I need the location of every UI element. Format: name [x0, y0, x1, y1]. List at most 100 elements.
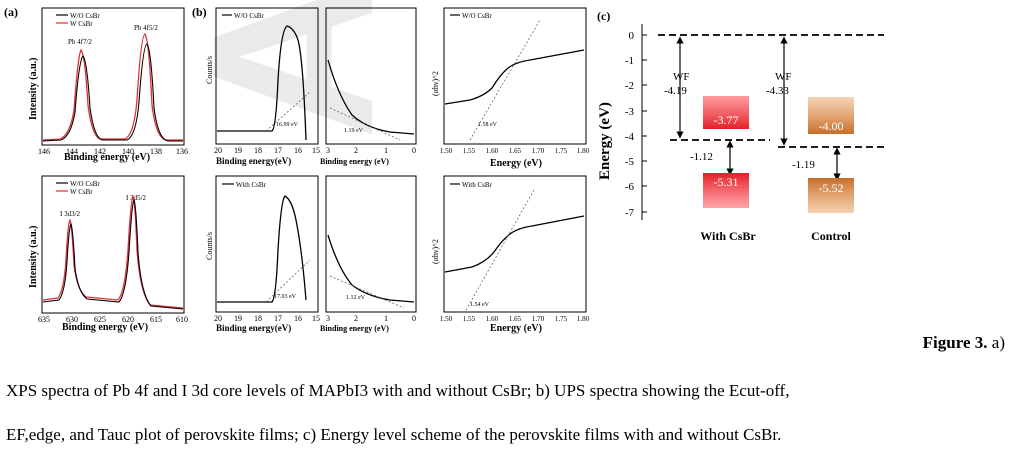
control-vb-bar	[808, 178, 854, 213]
control-gap-value: -1.19	[792, 159, 815, 171]
b-bottom-cutoff-plot: Counts/s With CsBr 17.03 eV 20 19 18 17 …	[205, 175, 320, 333]
b-bottom-tauc-xlabel: Energy (eV)	[490, 323, 542, 334]
c-ylabel: Energy (eV)	[597, 102, 613, 180]
a-top-peak-2: Pb 4f5/2	[134, 24, 158, 32]
a-top-legend-2: W CsBr	[70, 20, 93, 28]
caption-lead: a)	[987, 333, 1005, 352]
a-top-xtick: 136	[176, 147, 188, 156]
c-ytick: -5	[625, 156, 635, 168]
b-top-cutoff-xticks: 20 19 18 17 16 15	[214, 146, 320, 155]
a-bottom-xlabel: Binding energy (eV)	[62, 322, 148, 333]
c-ytick: -6	[625, 181, 635, 193]
b-top-cutoff-annot: 16.99 eV	[276, 122, 299, 128]
b-bottom-edge-xtick: 1	[384, 314, 388, 323]
b-top-edge-xtick: 0	[412, 146, 416, 155]
b-bottom-tauc-ylabel: (αhν)^2	[431, 239, 440, 264]
c-ytick: -4	[625, 131, 635, 143]
b-bottom-tauc-plot: (αhν)^2 With CsBr 1.54 eV 1.50 1.55 1.60…	[431, 175, 590, 334]
b-top-tauc-xtick: 1.80	[577, 147, 590, 155]
a-bottom-legend-1: W/O CsBr	[70, 180, 100, 188]
figure-3: (a) Intensity (a.u.) Binding energy (eV)…	[4, 5, 884, 334]
a-bottom-xtick: 620	[122, 315, 134, 324]
b-top-cutoff-xtick: 16	[294, 146, 302, 155]
b-bottom-edge-xlabel: Binding energy (eV)	[320, 324, 389, 333]
b-bottom-tauc-xticks: 1.50 1.55 1.60 1.65 1.70 1.75 1.80	[440, 315, 590, 323]
a-bottom-xtick: 610	[176, 315, 188, 324]
a-bottom-xticks: 635 630 625 620 615 610	[38, 315, 188, 324]
b-top-cutoff-xtick: 20	[214, 146, 222, 155]
b-bottom-tauc-xtick: 1.80	[577, 315, 590, 323]
a-top-xtick: 146	[38, 147, 50, 156]
b-top-cutoff-xtick: 19	[234, 146, 242, 155]
with-vb-bar	[703, 173, 749, 208]
a-bottom-peak-2: I 3d5/2	[126, 194, 147, 202]
b-top-cutoff-xlabel: Binding energy(eV)	[216, 156, 291, 166]
panel-a-bottom-plot: Intensity (a.u.) Binding energy (eV) 635…	[28, 175, 188, 333]
b-bottom-edge-xtick: 3	[326, 314, 330, 323]
panel-c-plot: Energy (eV) 0 -1 -2 -3 -4 -5 -6 -7 WF -4…	[597, 24, 884, 243]
control-wf-value: -4.33	[766, 85, 789, 97]
a-top-legend-1: W/O CsBr	[70, 12, 100, 20]
b-bottom-cutoff-xtick: 19	[234, 314, 242, 323]
with-cb-value: -3.77	[714, 113, 739, 127]
panel-b-label: (b)	[192, 5, 207, 19]
b-top-tauc-xlabel: Energy (eV)	[490, 158, 542, 169]
c-ytick: -1	[625, 55, 634, 67]
c-ytick: -2	[625, 80, 634, 92]
b-bottom-edge-xtick: 0	[412, 314, 416, 323]
b-bottom-cutoff-xtick: 20	[214, 314, 222, 323]
b-top-edge-plot: 1.19 eV 3 2 1 0 Binding energy (eV)	[320, 7, 417, 166]
a-top-xlabel: Binding energy (eV)	[64, 152, 150, 163]
b-top-tauc-xticks: 1.50 1.55 1.60 1.65 1.70 1.75 1.80	[440, 147, 590, 155]
control-cb-bar	[808, 97, 854, 134]
b-top-edge-annot: 1.19 eV	[344, 128, 364, 134]
a-top-xtick: 138	[150, 147, 162, 156]
panel-a-label: (a)	[4, 5, 18, 19]
b-top-tauc-xtick: 1.75	[555, 147, 568, 155]
b-top-tauc-xtick: 1.50	[440, 147, 453, 155]
a-bottom-peak-1: I 3d3/2	[60, 210, 81, 218]
b-top-edge-xlabel: Binding energy (eV)	[320, 157, 389, 166]
b-bottom-cutoff-xtick: 15	[312, 314, 320, 323]
panel-c-label: (c)	[597, 9, 610, 23]
with-cb-bar	[703, 96, 749, 129]
caption-line-2: EF,edge, and Tauc plot of perovskite fil…	[6, 425, 782, 444]
b-bottom-cutoff-ylabel: Counts/s	[205, 232, 214, 260]
b-top-cutoff-legend: W/O CsBr	[234, 12, 264, 20]
control-cb-value: -4.00	[819, 119, 844, 133]
b-top-edge-xtick: 2	[354, 146, 358, 155]
a-bottom-xtick: 615	[150, 315, 162, 324]
a-bottom-xtick: 625	[94, 315, 106, 324]
b-bottom-cutoff-annot: 17.03 eV	[274, 294, 297, 300]
b-bottom-tauc-xtick: 1.70	[532, 315, 545, 323]
b-bottom-cutoff-xticks: 20 19 18 17 16 15	[214, 314, 320, 323]
b-top-tauc-plot: (αhν)^2 W/O CsBr 1.58 eV 1.50 1.55 1.60 …	[431, 7, 590, 169]
c-ytick: 0	[629, 30, 635, 42]
b-top-edge-xticks: 3 2 1 0	[326, 146, 416, 155]
c-ytick: -7	[625, 207, 635, 219]
a-bottom-ylabel: Intensity (a.u.)	[28, 225, 39, 288]
b-bottom-tauc-xtick: 1.50	[440, 315, 453, 323]
control-wf-label: WF	[775, 71, 792, 83]
a-top-xtick: 144	[66, 147, 78, 156]
b-top-tauc-xtick: 1.55	[463, 147, 476, 155]
caption-line-1: XPS spectra of Pb 4f and I 3d core level…	[6, 381, 790, 400]
b-bottom-cutoff-xtick: 17	[274, 314, 282, 323]
b-top-tauc-legend: W/O CsBr	[462, 12, 492, 20]
c-ytick: -3	[625, 106, 635, 118]
figure-number: Figure 3.	[922, 333, 988, 352]
b-top-cutoff-ylabel: Counts/s	[205, 56, 214, 84]
a-bottom-xtick: 635	[38, 315, 50, 324]
a-top-ylabel: Intensity (a.u.)	[28, 57, 39, 120]
b-top-tauc-xtick: 1.60	[486, 147, 499, 155]
a-top-xtick: 142	[94, 147, 106, 156]
b-top-cutoff-xtick: 17	[274, 146, 282, 155]
with-name: With CsBr	[700, 229, 756, 243]
control-name: Control	[811, 229, 851, 243]
b-top-cutoff-xtick: 18	[254, 146, 262, 155]
a-top-xticks: 146 144 142 140 138 136	[38, 147, 188, 156]
a-bottom-xtick: 630	[66, 315, 78, 324]
b-bottom-tauc-xtick: 1.75	[555, 315, 568, 323]
b-bottom-cutoff-xlabel: Binding energy(eV)	[216, 323, 291, 333]
b-bottom-tauc-annot: 1.54 eV	[470, 302, 490, 308]
